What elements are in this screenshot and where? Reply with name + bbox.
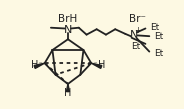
Polygon shape — [91, 63, 102, 68]
Text: H: H — [64, 88, 72, 98]
Polygon shape — [66, 84, 70, 92]
Text: ’’: ’’ — [94, 61, 98, 66]
Text: H: H — [31, 60, 38, 70]
Text: BrH: BrH — [58, 14, 78, 24]
Text: H: H — [98, 60, 105, 70]
Text: N: N — [130, 30, 138, 40]
Text: +: + — [134, 26, 141, 35]
Text: N: N — [64, 25, 72, 35]
Text: Et: Et — [154, 49, 163, 58]
Text: Et: Et — [150, 23, 159, 32]
Polygon shape — [34, 63, 45, 68]
Text: Et: Et — [154, 32, 163, 41]
Text: ’’: ’’ — [38, 61, 42, 66]
Text: Et: Et — [132, 42, 141, 51]
Text: Br⁻: Br⁻ — [129, 14, 146, 24]
